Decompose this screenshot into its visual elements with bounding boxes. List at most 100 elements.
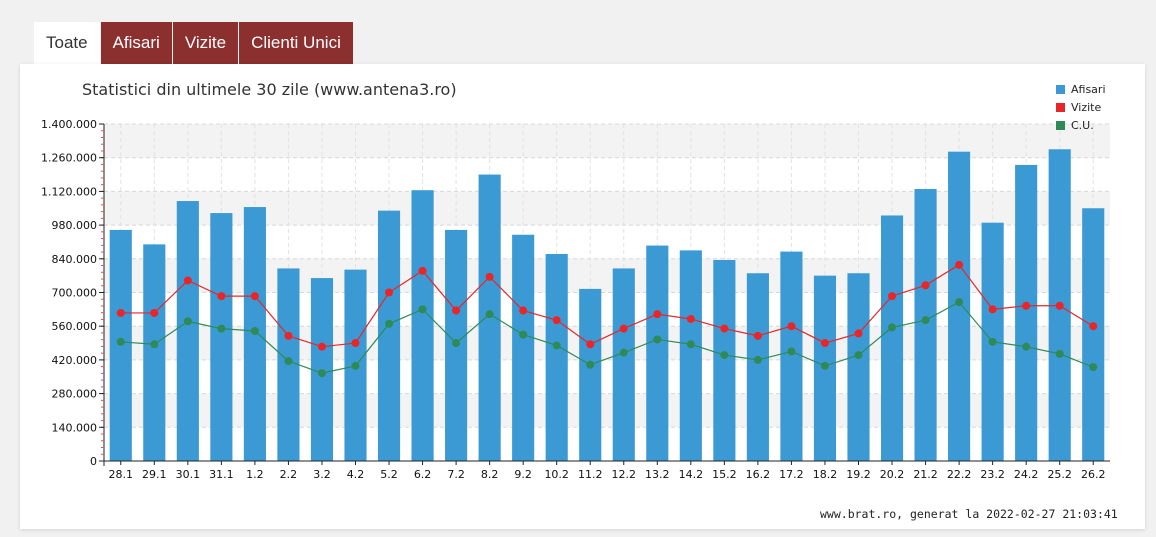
x-tick-label: 30.1 [176,468,201,481]
bar-afisari [1015,164,1038,461]
x-tick-label: 25.2 [1047,468,1072,481]
tab-afisari[interactable]: Afisari [100,22,172,64]
bar-afisari [847,273,870,461]
point-vizite [385,288,394,297]
point-vizite [116,308,125,317]
bar-afisari [377,210,401,461]
chart-svg: 0 140.000 280.000 420.000 560.000 700.000 840.… [41,118,1110,481]
y-tick-label: 980.000 [52,219,98,232]
x-tick-label: 21.2 [913,468,938,481]
point-cu [921,316,930,325]
x-tick-label: 2.2 [280,468,298,481]
point-cu [1055,349,1064,358]
point-vizite [888,292,897,301]
tab-toate[interactable]: Toate [34,22,100,64]
point-cu [284,357,293,366]
chart-panel: 0 140.000 280.000 420.000 560.000 700.000 840.… [20,64,1145,529]
legend: Afisari Vizite C.U. [1056,80,1106,134]
bar-afisari [143,244,166,461]
point-cu [686,340,695,349]
point-cu [183,317,192,326]
bar-afisari [746,273,769,461]
grid-band [104,124,1110,158]
point-vizite [619,324,628,333]
x-tick-label: 12.2 [612,468,637,481]
point-vizite [955,260,964,269]
point-cu [586,360,595,369]
legend-swatch-vizite [1056,102,1065,112]
point-vizite [250,292,259,301]
bar-afisari [679,250,702,461]
x-tick-label: 11.2 [578,468,603,481]
x-tick-label: 28.1 [109,468,133,481]
y-tick-label: 140.000 [52,421,98,434]
y-tick-label: 1.260.000 [41,152,97,165]
point-vizite [1022,301,1031,310]
legend-label-cu: C.U. [1071,118,1094,132]
x-tick-label: 1.2 [246,468,264,481]
bar-afisari [176,201,199,461]
x-tick-label: 23.2 [980,468,1005,481]
point-cu [452,339,461,348]
line-vizite [120,264,1094,348]
point-cu [317,369,326,378]
x-tick-label: 24.2 [1014,468,1039,481]
x-tick-label: 20.2 [880,468,905,481]
legend-swatch-cu [1056,120,1065,130]
point-vizite [351,339,360,348]
point-vizite [552,316,561,325]
point-cu [820,361,829,370]
x-tick-label: 29.1 [142,468,167,481]
point-vizite [787,322,796,331]
point-vizite [653,310,662,319]
y-tick-label: 560.000 [52,320,98,333]
line-cu [120,301,1094,374]
legend-label-afisari: Afisari [1071,82,1106,96]
point-cu [988,337,997,346]
point-cu [116,337,125,346]
chart-title: Statistici din ultimele 30 zile (www.ant… [82,80,457,99]
x-tick-label: 9.2 [514,468,532,481]
grid-band [104,393,1110,428]
point-cu [955,298,964,307]
bar-afisari [914,188,937,461]
bar-afisari [579,288,602,461]
point-vizite [820,339,829,348]
point-cu [250,327,259,336]
point-cu [720,351,729,360]
x-tick-label: 19.2 [846,468,871,481]
point-cu [854,351,863,360]
point-vizite [317,342,326,351]
bar-afisari [713,260,736,461]
point-vizite [988,305,997,314]
point-vizite [1055,301,1064,310]
x-tick-label: 15.2 [712,468,737,481]
point-vizite [217,292,226,301]
point-vizite [519,306,528,315]
tab-vizite[interactable]: Vizite [172,22,239,64]
point-cu [385,319,394,328]
point-vizite [854,329,863,338]
x-tick-label: 7.2 [447,468,465,481]
bar-afisari [545,253,568,461]
bar-afisari [1082,208,1105,461]
tab-bar: Toate Afisari Vizite Clienti Unici [34,22,354,64]
bar-afisari [612,268,635,461]
point-vizite [720,324,729,333]
point-cu [552,341,561,350]
x-tick-label: 6.2 [414,468,432,481]
point-cu [1022,342,1031,351]
point-cu [1089,363,1098,372]
point-vizite [452,306,461,315]
point-vizite [183,276,192,285]
x-tick-label: 22.2 [947,468,972,481]
point-vizite [921,281,930,290]
tab-clienti-unici[interactable]: Clienti Unici [239,22,353,64]
grid-band [104,326,1110,360]
bar-afisari [646,245,669,461]
bar-afisari [210,213,233,461]
x-tick-label: 31.1 [209,468,234,481]
x-tick-label: 18.2 [813,468,838,481]
x-tick-label: 8.2 [481,468,499,481]
point-cu [653,335,662,344]
